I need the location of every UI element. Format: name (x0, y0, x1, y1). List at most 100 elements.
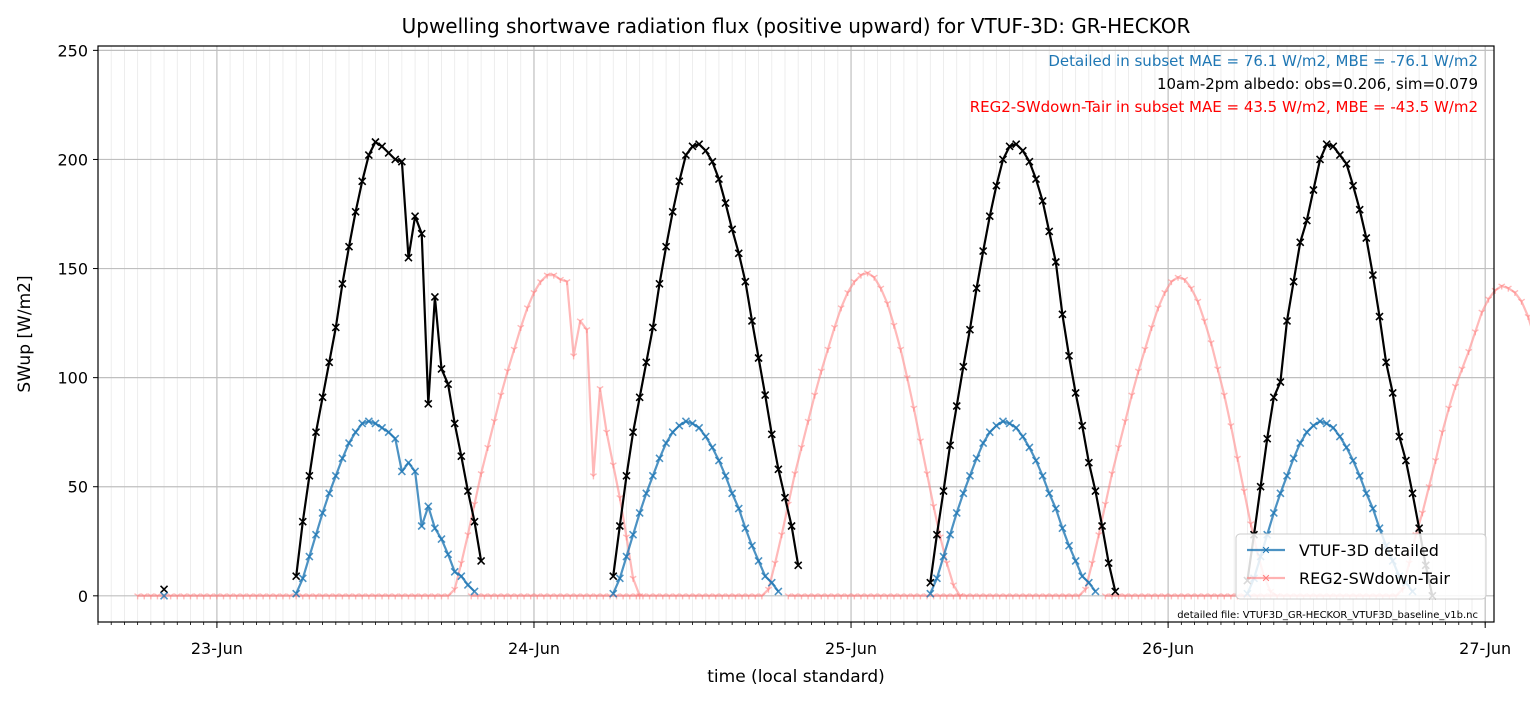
x-axis-label: time (local standard) (707, 667, 885, 687)
data-point (365, 593, 373, 600)
data-point (411, 467, 420, 476)
data-point (338, 454, 347, 463)
data-point (1382, 358, 1391, 367)
data-point (784, 593, 792, 600)
data-point (266, 593, 274, 600)
data-point (946, 530, 955, 539)
data-point (1322, 140, 1331, 149)
data-point (1289, 277, 1298, 286)
data-point (1263, 434, 1272, 443)
data-point (385, 593, 393, 600)
data-point (734, 504, 743, 513)
series-observed (292, 137, 1437, 600)
data-point (1401, 456, 1410, 465)
data-point (662, 439, 671, 448)
data-point (510, 346, 518, 353)
data-point (1101, 501, 1109, 508)
data-point (718, 593, 726, 600)
data-point (811, 392, 819, 399)
series-reg2-swdown-tair (134, 270, 1530, 600)
data-point (417, 521, 426, 531)
data-point (992, 421, 1001, 430)
data-point (1296, 238, 1305, 247)
data-point (903, 374, 911, 382)
data-point (553, 593, 561, 600)
data-point (140, 593, 148, 600)
data-point (424, 502, 433, 511)
data-point (817, 368, 825, 375)
data-point (619, 593, 627, 600)
y-axis-label: SWup [W/m2] (15, 275, 35, 392)
data-point (758, 593, 766, 600)
data-point (556, 276, 564, 283)
data-point (672, 593, 680, 600)
data-point (583, 326, 591, 334)
data-point (963, 593, 971, 600)
data-point (298, 517, 307, 526)
data-point (642, 358, 651, 367)
data-point (721, 471, 730, 480)
data-point (477, 556, 486, 565)
data-point (325, 358, 334, 367)
data-point (1342, 443, 1351, 452)
data-point (1084, 578, 1093, 587)
y-tick-label: 150 (57, 260, 88, 279)
data-point (628, 428, 638, 437)
data-point (616, 494, 624, 502)
data-point (1438, 429, 1446, 436)
plot-frame (97, 45, 1495, 623)
data-point (679, 593, 687, 600)
data-point (897, 593, 905, 600)
data-point (404, 458, 413, 467)
data-point (1115, 444, 1123, 451)
data-point (665, 593, 673, 600)
data-point (771, 560, 779, 567)
data-point (668, 428, 677, 437)
data-point (504, 368, 512, 375)
data-point (1115, 593, 1123, 600)
legend-reg2-label: REG2-SWdown-Tair (1299, 569, 1450, 588)
data-point (1082, 586, 1090, 593)
data-point (1498, 283, 1506, 290)
data-point (1134, 368, 1142, 375)
data-point (767, 578, 776, 587)
data-point (147, 593, 155, 600)
data-point (444, 380, 453, 389)
data-point (1362, 489, 1371, 498)
data-point (659, 593, 667, 600)
data-point (714, 175, 723, 184)
data-point (1415, 524, 1424, 533)
data-point (1167, 593, 1175, 600)
data-point (1161, 289, 1169, 297)
data-point (1038, 471, 1047, 480)
data-point (926, 589, 935, 598)
data-point (1051, 257, 1060, 267)
data-point (695, 423, 704, 432)
data-point (1141, 346, 1149, 353)
data-point (312, 593, 320, 600)
data-point (292, 572, 301, 581)
data-point (1478, 309, 1486, 316)
series-vtuf-3d-detailed (292, 417, 1417, 598)
data-point (932, 530, 941, 539)
data-point (890, 593, 898, 600)
data-point (540, 593, 548, 600)
data-point (952, 401, 961, 411)
data-point (1064, 541, 1074, 550)
data-point (603, 429, 611, 436)
data-point (1315, 417, 1325, 426)
legend-detailed-marker: ✕ (1261, 544, 1270, 557)
data-point (794, 561, 803, 570)
data-point (844, 593, 852, 600)
data-point (681, 417, 690, 426)
data-point (1296, 439, 1305, 448)
data-point (1005, 142, 1014, 151)
data-point (734, 249, 743, 258)
data-point (688, 142, 697, 151)
data-point (1214, 366, 1222, 373)
data-point (916, 438, 924, 445)
data-point (351, 428, 360, 437)
data-point (1451, 383, 1460, 390)
data-point (358, 593, 366, 600)
data-point (804, 593, 812, 600)
